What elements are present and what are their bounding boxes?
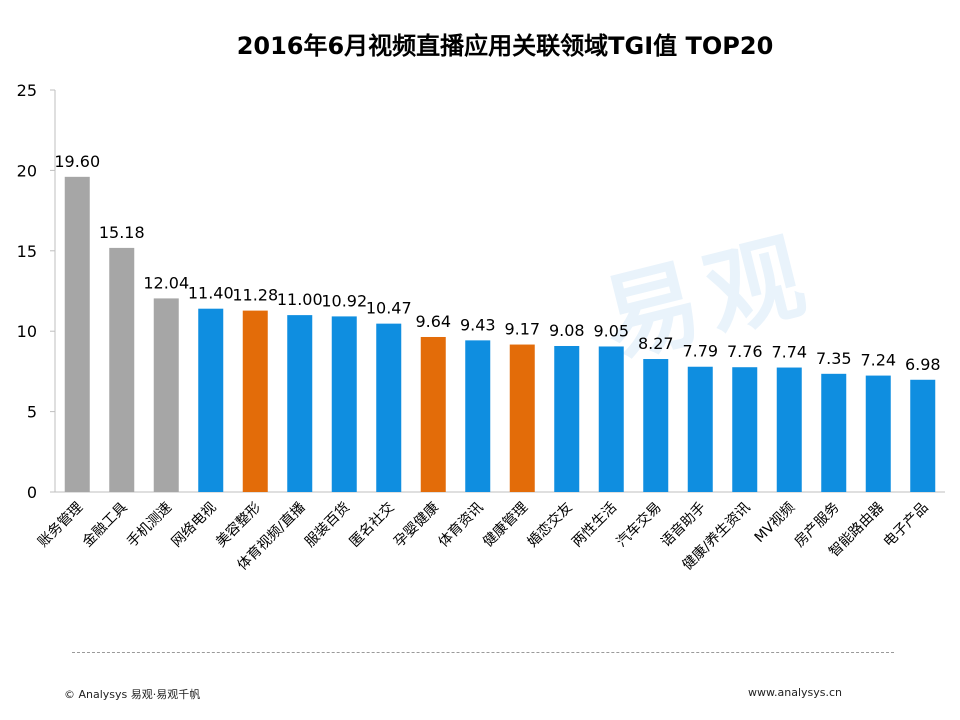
category-label: 账务管理	[35, 500, 86, 551]
data-label: 6.98	[905, 355, 941, 374]
y-tick-label: 25	[17, 81, 37, 100]
bar	[420, 336, 446, 492]
footer-divider	[72, 652, 894, 653]
bar	[376, 323, 402, 492]
category-label: 手机测速	[124, 500, 175, 551]
data-label: 10.47	[366, 299, 412, 318]
bar	[776, 367, 802, 492]
category-label: 两性生活	[569, 500, 620, 551]
bar	[64, 176, 90, 492]
data-label: 9.08	[549, 321, 585, 340]
bar	[821, 373, 847, 492]
data-label: 8.27	[638, 334, 674, 353]
bar	[910, 379, 936, 492]
data-label: 7.24	[860, 351, 896, 370]
category-label: 金融工具	[80, 500, 131, 551]
bar	[331, 316, 357, 492]
category-label: 体育资讯	[436, 500, 487, 551]
data-label: 7.74	[771, 343, 807, 362]
bar	[643, 359, 669, 492]
y-tick-label: 0	[27, 483, 37, 502]
category-label: 婚恋交友	[524, 499, 576, 551]
data-label: 11.28	[232, 286, 278, 305]
footer-url: www.analysys.cn	[748, 686, 842, 699]
y-tick-label: 5	[27, 403, 37, 422]
bar	[109, 247, 135, 492]
bar	[287, 315, 313, 492]
data-label: 7.79	[682, 342, 718, 361]
y-tick-label: 10	[17, 322, 37, 341]
category-label: 健康管理	[479, 499, 531, 551]
bar-chart: 0 5 10 15 20 25 19.60 账务管理 15.18 金融工具 12.04 手机测速 11.…	[17, 81, 945, 574]
y-tick-label: 20	[17, 161, 37, 180]
bar	[554, 345, 580, 492]
category-label: 孕婴健康	[390, 499, 442, 551]
y-tick-label: 15	[17, 242, 37, 261]
data-label: 7.76	[727, 342, 763, 361]
data-label: 11.00	[277, 290, 323, 309]
data-label: 7.35	[816, 349, 852, 368]
bar	[598, 346, 624, 492]
data-label: 15.18	[99, 223, 145, 242]
category-label: 匿名社交	[346, 499, 398, 551]
bar	[198, 308, 224, 492]
category-label: 汽车交易	[613, 499, 665, 551]
data-label: 9.05	[593, 321, 629, 340]
footer-copyright: © Analysys 易观·易观千帆	[64, 688, 201, 701]
category-label: 网络电视	[169, 500, 220, 551]
bar	[153, 298, 179, 492]
data-label: 19.60	[54, 152, 100, 171]
bar	[465, 340, 491, 492]
bar	[687, 366, 713, 492]
data-label: 12.04	[143, 273, 189, 292]
bar	[242, 310, 268, 492]
bar	[732, 367, 758, 492]
bar	[509, 344, 535, 492]
data-label: 9.64	[415, 312, 451, 331]
chart-title: 2016年6月视频直播应用关联领域TGI值 TOP20	[236, 32, 774, 60]
category-label: 服装百货	[301, 499, 353, 551]
bar	[865, 375, 891, 492]
category-label: 电子产品	[881, 500, 932, 551]
data-label: 10.92	[321, 291, 367, 310]
data-label: 9.43	[460, 315, 496, 334]
data-label: 9.17	[504, 320, 540, 339]
data-label: 11.40	[188, 284, 234, 303]
